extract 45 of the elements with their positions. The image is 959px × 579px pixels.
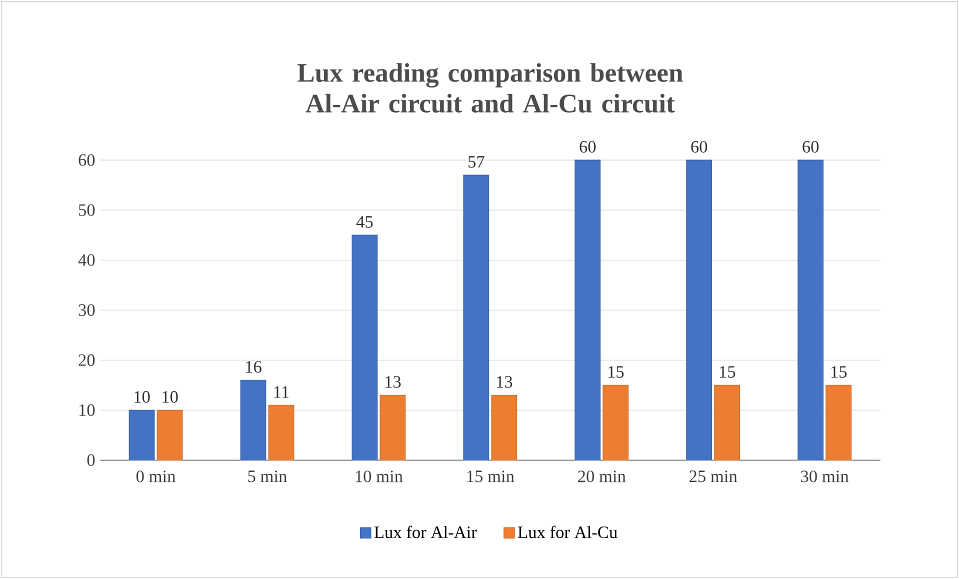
data-label: 11 bbox=[274, 386, 289, 398]
bar bbox=[268, 404, 294, 460]
data-label: 15 bbox=[831, 366, 847, 378]
bar bbox=[380, 394, 406, 460]
bar bbox=[602, 384, 629, 460]
x-tick-label: 30 min bbox=[801, 470, 849, 482]
data-label: 60 bbox=[691, 141, 708, 153]
legend-label: Lux for Al-Cu bbox=[518, 526, 618, 538]
y-tick-label: 40 bbox=[78, 254, 95, 266]
y-tick-label: 10 bbox=[80, 404, 95, 416]
y-tick-label: 30 bbox=[78, 304, 95, 316]
data-label: 60 bbox=[802, 141, 819, 153]
data-label: 16 bbox=[246, 361, 262, 373]
data-label: 57 bbox=[468, 156, 484, 168]
y-tick-label: 60 bbox=[78, 154, 95, 166]
bar bbox=[714, 384, 740, 460]
bar bbox=[574, 160, 601, 460]
bar bbox=[352, 234, 378, 460]
bar bbox=[240, 380, 266, 460]
x-tick-label: 25 min bbox=[690, 470, 738, 482]
data-label: 15 bbox=[608, 366, 624, 378]
data-label: 15 bbox=[720, 366, 736, 378]
x-tick-label: 0 min bbox=[136, 470, 176, 482]
x-tick-label: 20 min bbox=[578, 470, 626, 482]
bar bbox=[826, 384, 852, 460]
y-tick-label: 0 bbox=[87, 454, 95, 466]
data-label: 45 bbox=[356, 216, 373, 228]
x-tick-label: 5 min bbox=[248, 470, 287, 482]
bar bbox=[491, 394, 518, 460]
bar bbox=[798, 160, 824, 460]
legend-label: Lux for Al-Air bbox=[374, 526, 477, 538]
y-tick-label: 50 bbox=[79, 204, 95, 216]
x-tick-label: 10 min bbox=[356, 470, 403, 482]
bar bbox=[128, 410, 155, 460]
bar bbox=[686, 160, 712, 460]
bar bbox=[463, 174, 490, 460]
data-label: 13 bbox=[386, 376, 401, 388]
y-tick-label: 20 bbox=[78, 354, 95, 366]
data-label: 10 bbox=[162, 391, 178, 403]
chart-title: Lux reading comparison between Al-Air circuit and Al-Cu circuit bbox=[297, 63, 683, 113]
bar bbox=[156, 410, 183, 460]
data-label: 10 bbox=[134, 391, 150, 403]
data-label: 13 bbox=[497, 376, 512, 388]
x-tick-label: 15 min bbox=[467, 470, 514, 482]
data-label: 60 bbox=[580, 141, 596, 153]
